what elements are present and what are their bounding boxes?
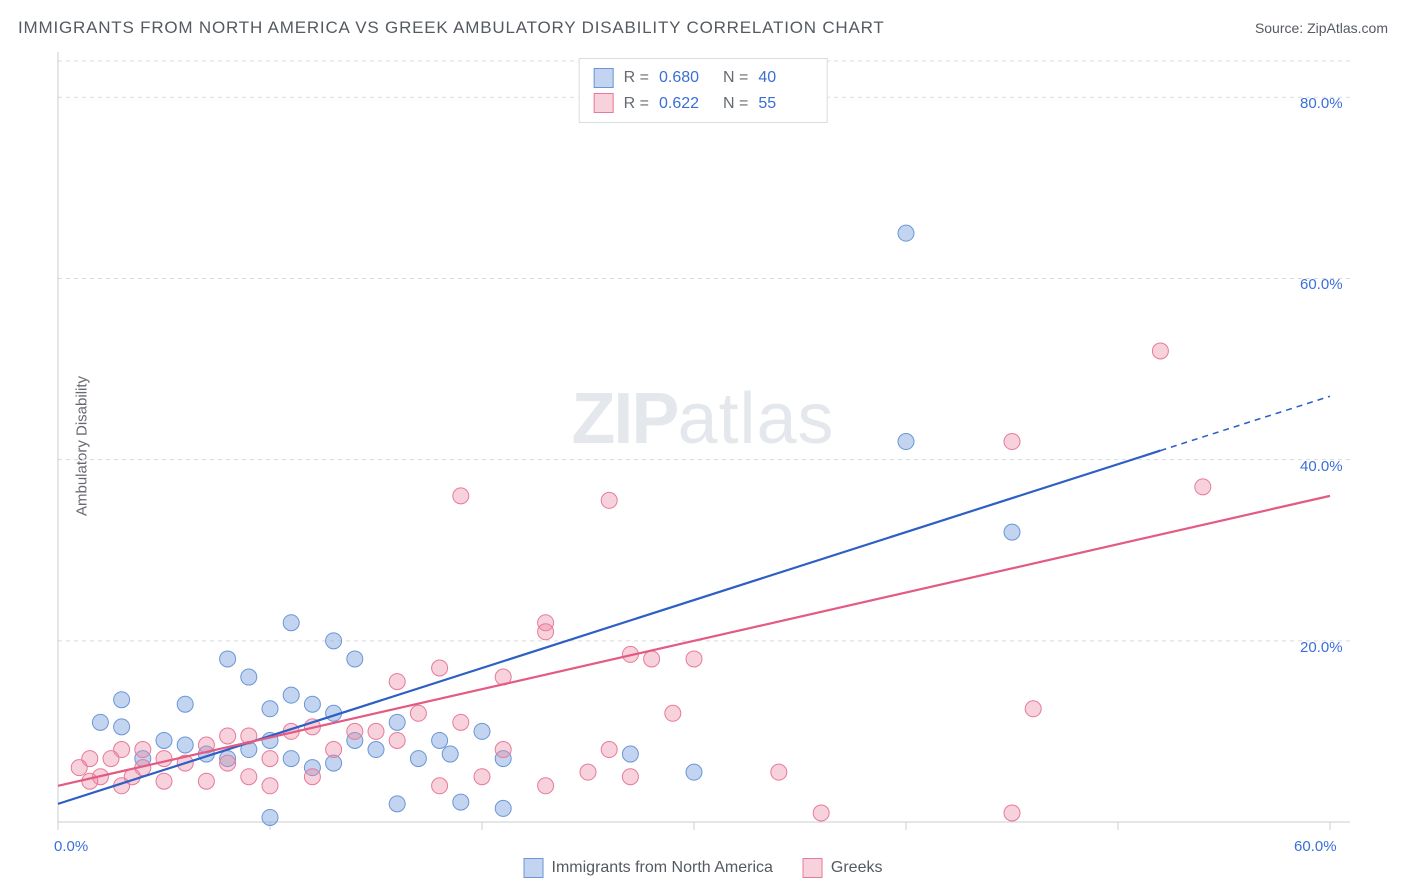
y-tick-label: 20.0%	[1300, 639, 1343, 656]
legend-n-value: 40	[758, 65, 812, 91]
x-tick-label: 60.0%	[1294, 838, 1337, 855]
legend-r-value: 0.622	[659, 91, 713, 117]
legend-n-label: N =	[723, 91, 748, 117]
legend-correlation-row: R = 0.622 N = 55	[594, 91, 813, 117]
legend-n-value: 55	[758, 91, 812, 117]
legend-series-item: Immigrants from North America	[524, 858, 773, 878]
legend-r-label: R =	[624, 65, 649, 91]
source-attribution: Source: ZipAtlas.com	[1255, 20, 1388, 36]
legend-n-label: N =	[723, 65, 748, 91]
legend-series-label: Greeks	[831, 859, 883, 877]
title-bar: IMMIGRANTS FROM NORTH AMERICA VS GREEK A…	[18, 18, 1388, 38]
legend-r-label: R =	[624, 91, 649, 117]
legend-swatch	[594, 68, 614, 88]
chart-title: IMMIGRANTS FROM NORTH AMERICA VS GREEK A…	[18, 18, 885, 38]
legend-series-item: Greeks	[803, 858, 883, 878]
x-tick-label: 0.0%	[54, 838, 88, 855]
source-label: Source:	[1255, 20, 1307, 36]
legend-swatch	[803, 858, 823, 878]
legend-series: Immigrants from North America Greeks	[524, 858, 883, 878]
legend-swatch	[594, 93, 614, 113]
legend-correlation-row: R = 0.680 N = 40	[594, 65, 813, 91]
scatter-plot-svg	[50, 52, 1360, 852]
chart-plot-area	[50, 52, 1360, 832]
legend-correlation-box: R = 0.680 N = 40 R = 0.622 N = 55	[579, 58, 828, 123]
legend-series-label: Immigrants from North America	[552, 859, 773, 877]
y-tick-label: 60.0%	[1300, 276, 1343, 293]
y-tick-label: 40.0%	[1300, 458, 1343, 475]
source-name: ZipAtlas.com	[1307, 20, 1388, 36]
y-tick-label: 80.0%	[1300, 95, 1343, 112]
legend-swatch	[524, 858, 544, 878]
legend-r-value: 0.680	[659, 65, 713, 91]
